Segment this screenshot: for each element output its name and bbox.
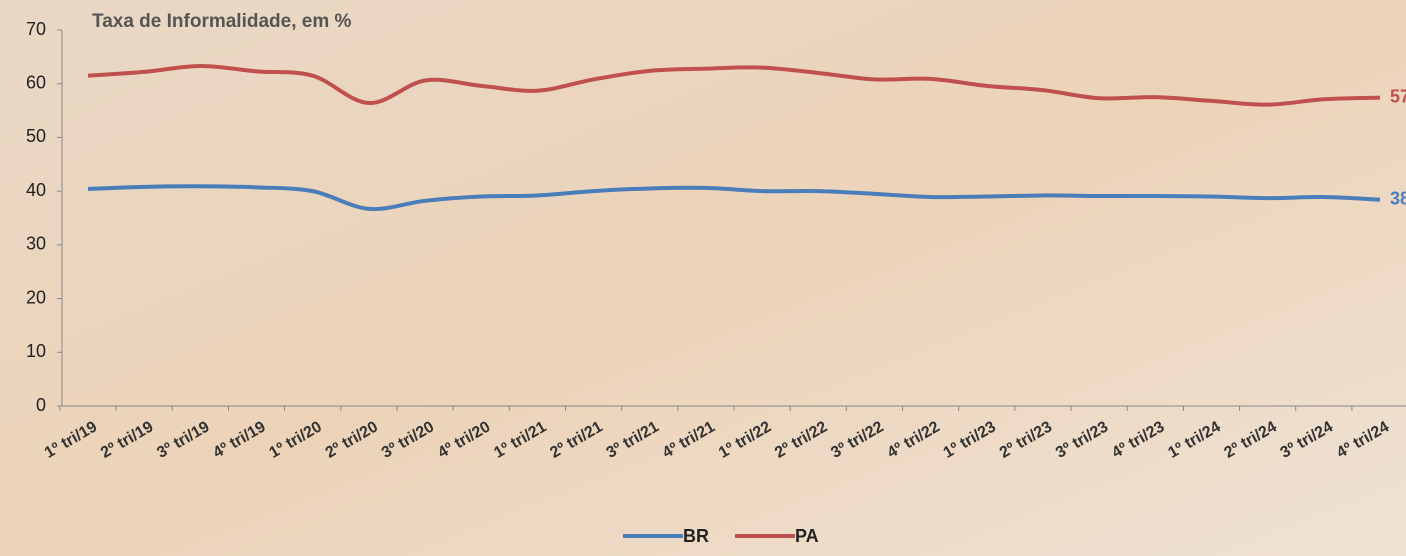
series-line (87, 63, 1381, 107)
y-tick-label: 0 (36, 395, 46, 415)
series-line (87, 184, 1381, 212)
legend-label: BR (683, 526, 709, 546)
data-label: 57 (1390, 86, 1406, 106)
chart-title: Taxa de Informalidade, em % (92, 11, 352, 32)
y-tick-label: 70 (26, 19, 46, 39)
y-tick-label: 30 (26, 234, 46, 254)
y-tick-label: 10 (26, 341, 46, 361)
y-tick-label: 40 (26, 180, 46, 200)
data-label: 38 (1390, 188, 1406, 208)
y-tick-label: 20 (26, 287, 46, 307)
legend-label: PA (795, 526, 819, 546)
y-tick-label: 50 (26, 126, 46, 146)
y-tick-label: 60 (26, 72, 46, 92)
